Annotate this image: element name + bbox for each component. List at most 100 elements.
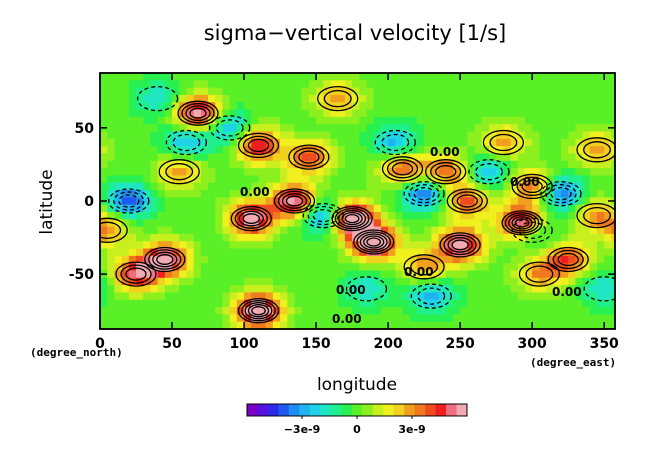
field-cell [236,226,245,235]
field-cell [344,73,353,81]
field-cell [373,307,382,315]
field-cell [179,190,187,198]
colorbar-swatch [309,404,321,416]
field-cell [560,255,569,264]
field-cell [431,94,440,103]
field-cell [308,270,317,279]
contour-line [417,287,446,305]
field-cell [265,285,274,293]
field-cell [546,175,555,184]
field-cell [100,314,108,323]
field-cell [150,321,159,329]
field-cell [100,175,108,184]
contour-line [391,162,414,176]
field-cell [496,321,504,329]
field-cell [388,80,396,89]
field-cell [395,94,404,103]
field-cell [438,146,447,154]
field-cell [352,233,360,242]
field-cell [215,124,223,133]
field-cell [330,255,339,264]
field-cell [229,248,238,257]
field-cell [258,160,267,169]
field-cell [208,94,216,103]
field-cell [344,263,353,271]
field-cell [395,233,404,242]
field-cell [445,116,454,125]
field-cell [344,219,353,228]
field-cell [452,219,461,228]
field-cell [373,270,382,279]
field-cell [107,146,115,154]
field-cell [251,80,259,89]
field-cell [287,175,295,184]
field-cell [604,321,612,329]
field-cell [164,87,173,96]
field-cell [251,292,259,301]
field-cell [546,73,555,81]
field-cell [330,299,339,308]
field-cell [380,138,389,147]
field-cell [316,94,324,103]
field-cell [179,109,187,118]
field-cell [100,248,108,257]
field-cell [136,80,144,89]
field-cell [200,138,209,147]
field-cell [503,248,512,257]
field-cell [359,124,367,133]
field-cell [308,87,317,96]
field-cell [604,211,612,220]
contour-line [525,265,554,283]
field-cell [467,73,476,81]
field-cell [388,190,396,198]
field-cell [460,138,468,147]
field-cell [496,73,504,81]
contour-feature [331,205,373,232]
field-cell [424,80,432,89]
field-cell [136,233,144,242]
field-cell [460,94,468,103]
field-cell [488,102,497,111]
field-cell [510,109,519,118]
field-cell [301,219,310,228]
field-cell [222,270,231,279]
field-cell [445,138,454,147]
field-cell [560,73,569,81]
field-cell [539,226,548,235]
field-cell [280,263,288,271]
field-cell [236,190,245,198]
field-cell [244,87,252,96]
field-cell [287,241,295,250]
field-cell [265,263,274,271]
field-cell [359,153,367,162]
field-cell [179,146,187,154]
field-cell [532,241,540,250]
field-cell [301,299,310,308]
field-cell [510,270,519,279]
field-cell [258,241,267,250]
field-cell [294,321,303,329]
field-cell [287,73,295,81]
field-cell [438,299,447,308]
field-cell [575,285,584,293]
field-cell [258,197,267,206]
field-cell [136,116,144,125]
field-cell [452,277,461,286]
field-cell [258,226,267,235]
field-cell [524,73,533,81]
field-cell [524,241,533,250]
field-cell [294,197,303,206]
field-cell [467,299,476,308]
field-cell [121,197,130,206]
field-cell [517,211,526,220]
field-cell [316,160,324,169]
field-cell [157,321,166,329]
field-cell [582,233,591,242]
field-cell [100,241,108,250]
field-cell [251,168,259,176]
field-cell [280,307,288,315]
field-cell [301,80,310,89]
field-cell [416,116,425,125]
field-cell [582,219,591,228]
field-cell [575,270,584,279]
